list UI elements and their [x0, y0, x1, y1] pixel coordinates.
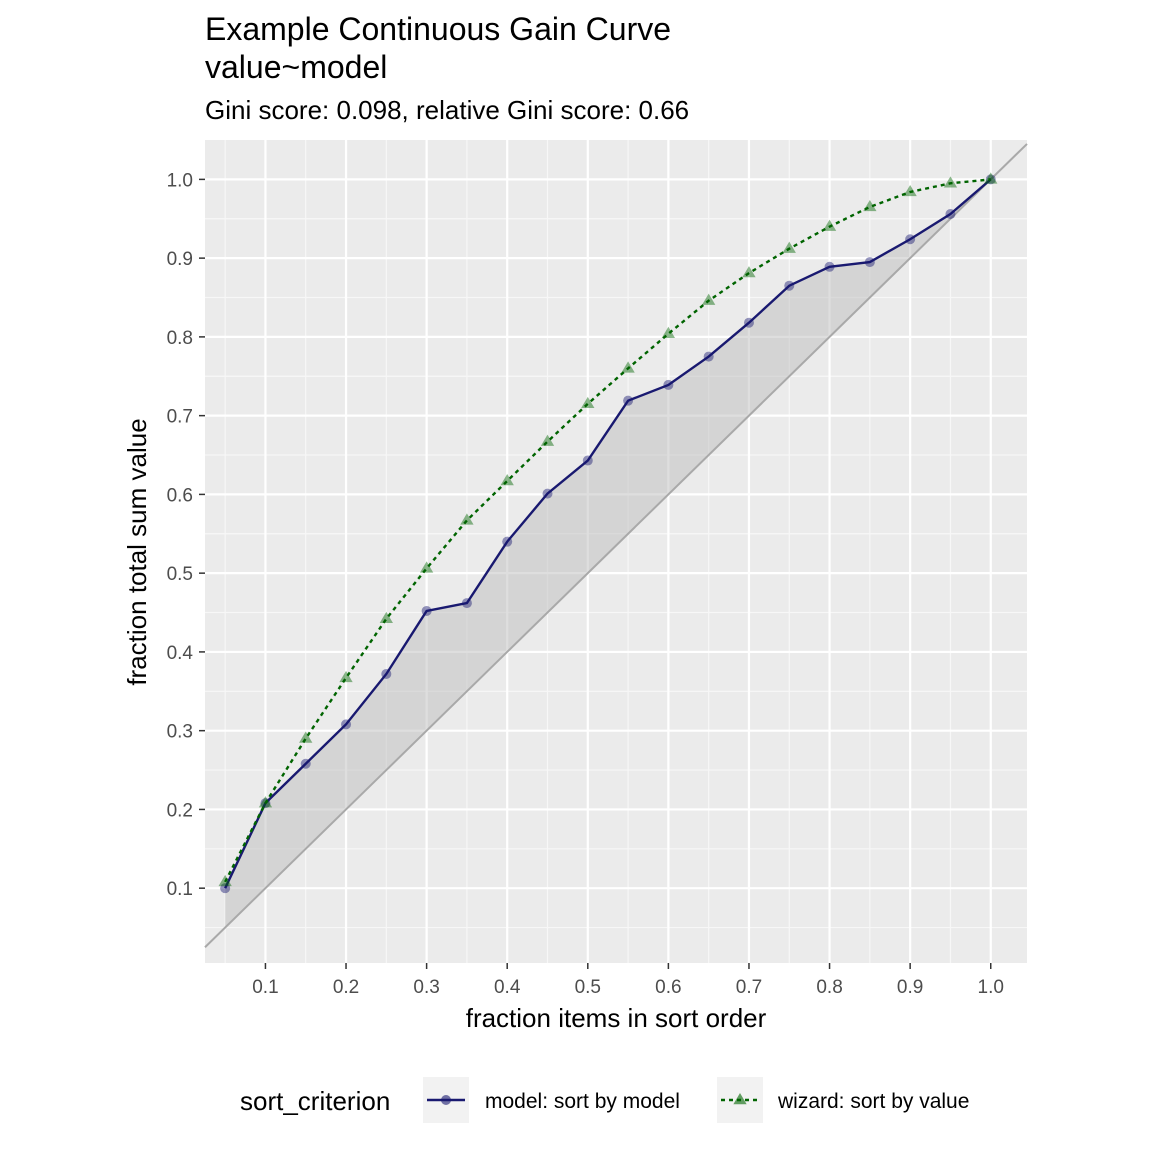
- y-tick-label: 0.9: [167, 249, 193, 270]
- series-layer: [218, 172, 998, 894]
- y-tick-label: 0.5: [167, 564, 193, 585]
- data-point: [623, 395, 634, 406]
- data-point: [943, 176, 958, 188]
- data-point: [419, 561, 434, 573]
- data-point: [903, 184, 917, 197]
- chart-title-line-1: Example Continuous Gain Curve: [205, 11, 672, 47]
- data-point: [339, 670, 353, 683]
- chart-title-line-2: value~model: [205, 49, 388, 85]
- legend-label-wizard: wizard: sort by value: [777, 1090, 969, 1113]
- y-tick-label: 0.1: [167, 879, 193, 900]
- diagonal-reference-line: [204, 143, 1028, 948]
- data-point: [500, 474, 514, 486]
- data-point: [299, 731, 313, 743]
- y-tick-label: 0.8: [167, 328, 193, 349]
- axes: 0.1 0.2 0.3 0.4 0.5 0.6 0.7 0.8 0.9 1.0 0.1 0.2 0.3 0…: [167, 170, 1004, 998]
- data-point: [502, 536, 513, 547]
- x-tick-label: 0.6: [655, 977, 681, 998]
- y-tick-label: 0.6: [167, 485, 193, 506]
- data-point: [984, 172, 998, 184]
- x-tick-label: 0.4: [494, 977, 521, 998]
- series-line: [224, 178, 991, 883]
- data-point: [782, 241, 796, 253]
- legend-keys: [427, 1093, 759, 1105]
- y-axis-title: fraction total sum value: [122, 418, 152, 685]
- y-tick-label: 0.2: [167, 800, 193, 821]
- data-point: [258, 796, 273, 808]
- data-point: [300, 758, 311, 769]
- x-tick-label: 0.1: [252, 977, 278, 998]
- data-point: [905, 234, 916, 245]
- data-point: [863, 199, 877, 212]
- data-point: [581, 396, 595, 409]
- x-tick-label: 0.7: [736, 977, 762, 998]
- data-point: [864, 257, 875, 268]
- legend-title: sort_criterion: [240, 1086, 390, 1116]
- x-tick-label: 0.8: [816, 977, 842, 998]
- data-point: [621, 361, 635, 373]
- y-tick-label: 0.3: [167, 722, 193, 743]
- data-point: [742, 266, 756, 278]
- data-point: [381, 668, 392, 679]
- data-point: [540, 434, 555, 446]
- series-line: [224, 178, 992, 889]
- data-point: [703, 351, 714, 362]
- legend-key-marker: [733, 1093, 747, 1105]
- data-point: [661, 326, 676, 338]
- data-point: [743, 317, 754, 328]
- x-tick-label: 0.2: [333, 977, 359, 998]
- data-point: [421, 605, 432, 616]
- y-tick-label: 0.4: [167, 643, 194, 664]
- data-point: [218, 874, 232, 887]
- legend: sort_criterion model: sort by model wiza…: [240, 1077, 969, 1123]
- major-gridlines: [205, 140, 1027, 963]
- data-point: [824, 261, 835, 272]
- x-tick-label: 0.9: [897, 977, 923, 998]
- data-point: [461, 598, 472, 609]
- data-point: [702, 293, 716, 305]
- x-tick-label: 0.5: [575, 977, 601, 998]
- series-model: [220, 174, 996, 894]
- data-point: [460, 513, 474, 525]
- data-point: [784, 280, 795, 291]
- x-tick-label: 0.3: [413, 977, 439, 998]
- diagonal-line: [204, 143, 1028, 948]
- chart-subtitle: Gini score: 0.098, relative Gini score: …: [205, 95, 690, 125]
- legend-key-marker: [441, 1095, 451, 1105]
- data-point: [945, 209, 956, 220]
- data-point: [341, 719, 352, 730]
- data-point: [822, 219, 837, 231]
- data-point: [379, 611, 393, 624]
- x-tick-label: 1.0: [978, 977, 1004, 998]
- data-point: [542, 488, 553, 499]
- y-tick-label: 1.0: [167, 170, 193, 191]
- series-wizard: [218, 172, 998, 887]
- data-point: [663, 379, 674, 390]
- data-point: [220, 883, 231, 894]
- y-tick-label: 0.7: [167, 407, 193, 428]
- legend-label-model: model: sort by model: [485, 1090, 680, 1113]
- x-axis-title: fraction items in sort order: [466, 1003, 767, 1033]
- data-point: [582, 455, 593, 466]
